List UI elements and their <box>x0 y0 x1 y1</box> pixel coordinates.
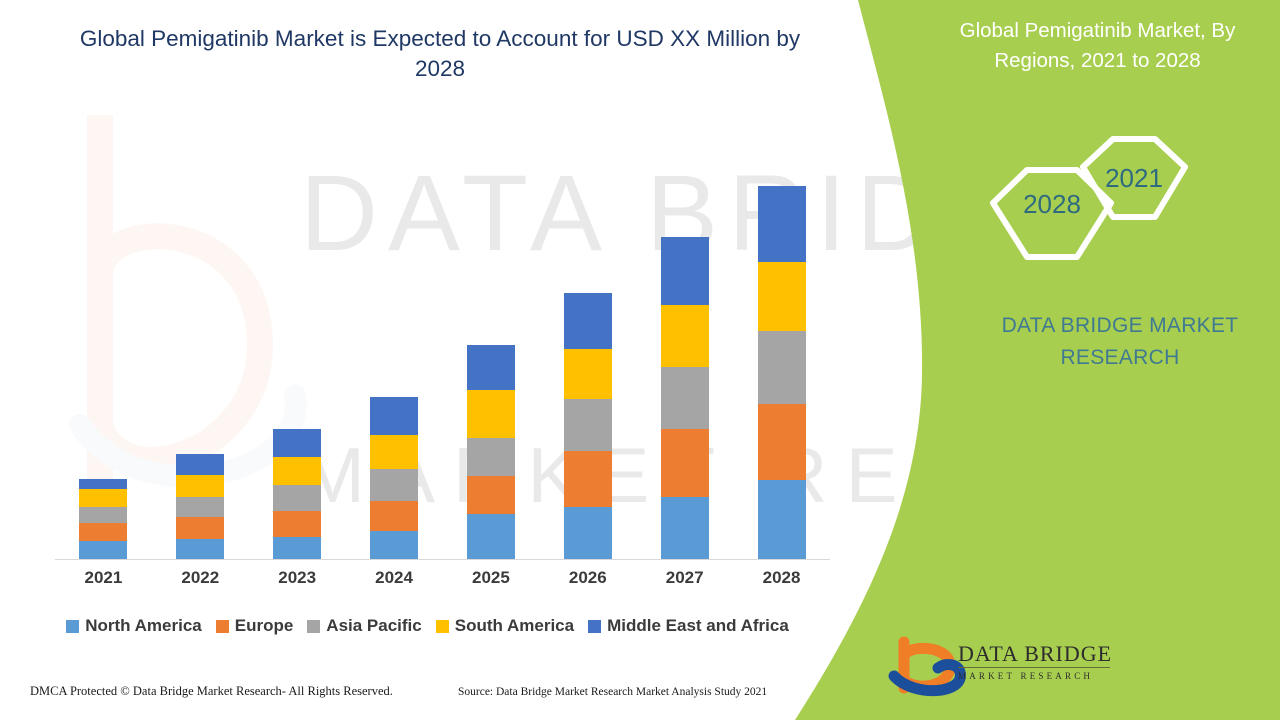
bar-segment <box>466 514 515 559</box>
brand-name: DATA BRIDGE MARKET RESEARCH <box>1001 314 1239 369</box>
bar-segment <box>79 479 128 489</box>
bar-segment <box>660 237 709 305</box>
bar-segment <box>273 429 322 457</box>
bar-segment <box>563 399 612 451</box>
bar-segment <box>370 397 419 435</box>
legend-swatch-icon <box>588 619 602 633</box>
bar-stack <box>176 454 225 559</box>
bar-segment <box>757 331 806 404</box>
legend-swatch-icon <box>215 619 229 633</box>
bar-segment <box>176 517 225 539</box>
bar-segment <box>79 523 128 541</box>
footer-source: Source: Data Bridge Market Research Mark… <box>458 686 768 698</box>
legend-swatch-icon <box>307 619 321 633</box>
bar-group-2026 <box>563 293 612 559</box>
legend-item[interactable]: South America <box>435 616 575 636</box>
bar-segment <box>466 390 515 438</box>
legend-item[interactable]: Asia Pacific <box>307 616 422 636</box>
bar-stack <box>757 186 806 559</box>
hexagon-2028-label: 2028 <box>1023 189 1081 219</box>
bar-segment <box>563 451 612 507</box>
logo-wordmark: DATA BRIDGE MARKET RESEARCH <box>958 642 1118 681</box>
x-tick-2022: 2022 <box>181 568 220 587</box>
legend-label: Asia Pacific <box>326 616 422 635</box>
bar-segment <box>757 262 806 331</box>
bar-group-2024 <box>370 397 419 559</box>
x-tick-2023: 2023 <box>278 568 317 587</box>
logo-divider <box>958 667 1110 668</box>
bar-stack <box>370 397 419 559</box>
bar-group-2021 <box>79 479 128 559</box>
data-bridge-logo-icon <box>888 636 966 697</box>
bar-segment <box>757 480 806 559</box>
hexagon-2021-label: 2021 <box>1105 163 1163 193</box>
panel-title: Global Pemigatinib Market, By Regions, 2… <box>959 19 1236 72</box>
chart-legend: North America Europe Asia Pacific South Ame… <box>0 616 855 636</box>
legend-label: North America <box>85 616 202 635</box>
bar-segment <box>660 305 709 367</box>
bar-segment <box>466 438 515 476</box>
bar-segment <box>273 511 322 537</box>
bar-segment <box>176 539 225 559</box>
legend-label: Middle East and Africa <box>607 616 789 635</box>
bar-segment <box>660 367 709 429</box>
bar-segment <box>466 345 515 390</box>
bar-stack <box>563 293 612 559</box>
hexagon-2021-outline <box>1080 136 1188 220</box>
bar-stack <box>79 479 128 559</box>
bar-segment <box>563 507 612 559</box>
legend-swatch-icon <box>66 619 80 633</box>
x-axis-line <box>55 559 830 560</box>
bar-segment <box>370 501 419 531</box>
hexagon-2028-outline <box>990 167 1114 260</box>
bar-segment <box>79 541 128 559</box>
bar-segment <box>563 349 612 399</box>
bar-group-2027 <box>660 237 709 559</box>
x-tick-2027: 2027 <box>665 568 704 587</box>
bar-segment <box>660 429 709 497</box>
bar-segment <box>176 454 225 475</box>
bar-segment <box>273 457 322 485</box>
x-tick-2025: 2025 <box>472 568 510 587</box>
bar-segment <box>660 497 709 559</box>
bar-segment <box>466 476 515 514</box>
footer-copyright: DMCA Protected © Data Bridge Market Rese… <box>30 684 393 698</box>
bar-group-2028 <box>757 186 806 559</box>
bar-group-2023 <box>273 429 322 559</box>
bar-group-2022 <box>176 454 225 559</box>
logo-title: DATA BRIDGE <box>958 641 1113 666</box>
legend-item[interactable]: Middle East and Africa <box>588 616 789 636</box>
bar-segment <box>757 404 806 480</box>
bar-segment <box>273 537 322 559</box>
x-tick-2028: 2028 <box>762 568 801 587</box>
hexagon-badges: 2028 2021 <box>990 136 1188 260</box>
x-tick-2026: 2026 <box>568 568 607 587</box>
chart-plot-area: 2021 2022 2023 2024 2025 2026 2027 2028 <box>55 150 830 587</box>
legend-label: Europe <box>234 616 294 635</box>
bar-group-2025 <box>466 345 515 559</box>
bar-segment <box>79 507 128 523</box>
bar-stack <box>660 237 709 559</box>
chart-title: Global Pemigatinib Market is Expected to… <box>79 26 801 81</box>
legend-item[interactable]: North America <box>66 616 202 636</box>
bar-stack <box>466 345 515 559</box>
bar-segment <box>176 475 225 497</box>
bar-segment <box>757 186 806 262</box>
legend-label: South America <box>454 616 575 635</box>
bar-segment <box>176 497 225 517</box>
bar-stack <box>273 429 322 559</box>
x-tick-2024: 2024 <box>375 568 413 587</box>
bar-segment <box>79 489 128 507</box>
legend-swatch-icon <box>435 619 449 633</box>
bar-segment <box>370 531 419 559</box>
bar-segment <box>563 293 612 349</box>
bar-segment <box>370 435 419 469</box>
bar-segment <box>370 469 419 501</box>
logo-subtitle: MARKET RESEARCH <box>958 671 1094 681</box>
x-tick-2021: 2021 <box>84 568 123 587</box>
legend-item[interactable]: Europe <box>215 616 294 636</box>
bar-segment <box>273 485 322 511</box>
